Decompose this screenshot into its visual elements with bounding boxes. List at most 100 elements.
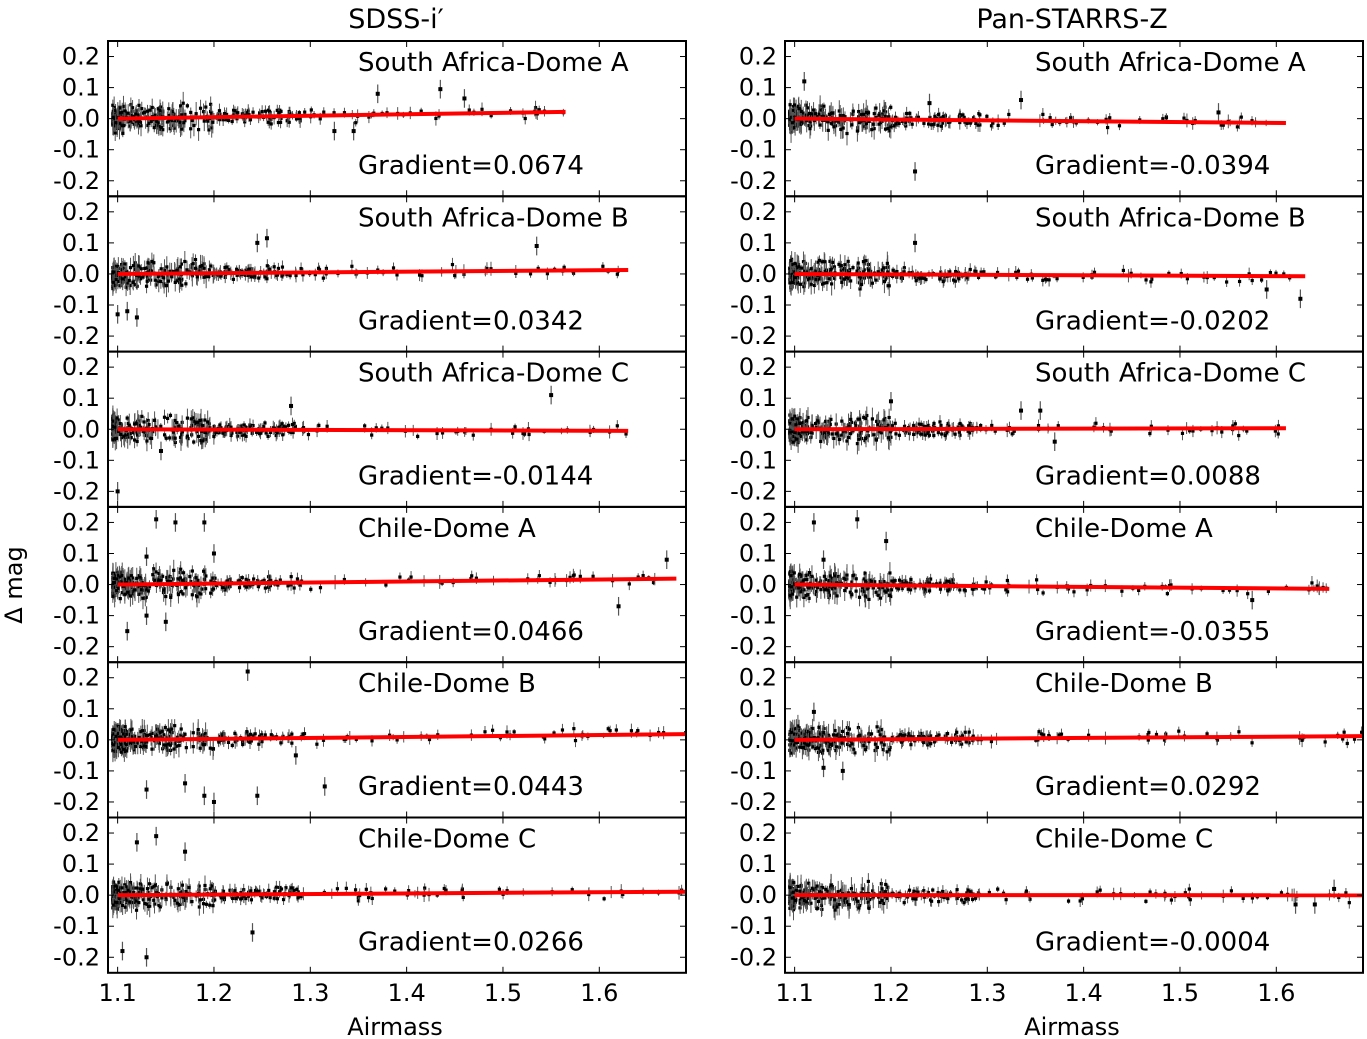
data-point [178,120,182,124]
y-tick-label: 0.1 [62,384,100,412]
y-tick-label: -0.1 [53,602,100,630]
data-point [342,577,346,582]
data-point [303,110,307,114]
data-point [817,112,821,116]
data-point [153,734,158,738]
data-point [384,887,388,891]
y-axis-label: Δ mag [0,546,28,623]
data-point [505,730,509,734]
data-point [572,727,576,731]
data-point [185,416,190,420]
data-point [172,568,176,572]
data-point [112,732,116,736]
data-point [409,575,413,579]
data-point [248,732,253,736]
data-point [121,732,125,736]
data-point [818,123,822,127]
data-point [1002,121,1006,125]
data-point [276,266,281,271]
data-point [115,890,119,894]
data-point [152,578,157,582]
data-point [219,274,223,278]
data-point [160,729,164,733]
data-point [137,103,141,107]
data-point [182,121,186,125]
data-point [807,111,812,115]
data-point [615,424,619,428]
data-point [184,586,188,590]
data-point [202,266,206,270]
outlier-point [549,393,554,398]
data-point [276,583,280,587]
data-point [222,895,227,900]
y-tick-label: 0.2 [62,198,100,226]
data-point [138,575,142,579]
data-point [933,114,937,119]
data-point [117,429,121,433]
y-tick-label: -0.2 [53,322,100,350]
data-point [134,899,138,903]
data-point [200,587,204,591]
data-point [207,268,211,272]
data-point [167,107,171,111]
data-point [138,744,143,749]
data-point [245,111,249,115]
data-point [198,898,202,902]
data-point [927,122,931,126]
data-point [217,740,221,744]
data-point [189,579,193,584]
data-point [821,114,825,118]
data-point [258,432,262,436]
data-point [608,729,612,733]
data-point [162,743,166,747]
data-point [1104,117,1108,121]
data-point [301,273,305,277]
data-point [112,727,116,732]
gradient-label: Gradient=0.0466 [358,617,584,647]
data-point [142,744,146,748]
data-point [180,283,184,287]
data-point [204,105,208,109]
data-points [111,385,629,501]
data-point [802,285,806,289]
data-point [152,567,156,571]
data-point [121,903,125,908]
data-point [826,128,830,132]
data-point [124,743,129,747]
fit-line [117,268,629,276]
data-point [193,266,198,270]
data-point [243,584,247,588]
data-point [880,112,885,116]
data-point [170,275,174,279]
data-point [989,124,994,128]
y-tick-label: -0.2 [730,167,777,195]
data-point [173,418,177,423]
data-point [1117,124,1122,128]
data-point [115,887,120,891]
data-point [416,434,420,439]
data-point [370,739,374,743]
data-point [192,440,196,444]
data-point [196,727,200,732]
y-tick-label: 0.2 [62,353,100,381]
panel: 0.2 0.1 0.0 -0.1 -0.2 South Africa-Dome A Grad… [730,40,1364,198]
data-point [796,104,801,109]
data-point [374,426,378,430]
data-point [922,121,926,125]
data-point [129,728,133,732]
data-point [939,270,943,274]
data-point [168,413,173,418]
data-point [306,432,311,437]
data-point [265,277,269,281]
data-point [924,277,928,282]
data-point [198,746,202,750]
data-point [253,274,257,278]
outlier-point [183,781,188,786]
data-point [836,119,841,123]
data-point [148,108,152,112]
y-tick-label: 0.2 [62,508,100,536]
data-point [180,430,184,434]
data-point [322,110,326,114]
data-point [805,106,810,110]
data-point [190,593,194,597]
